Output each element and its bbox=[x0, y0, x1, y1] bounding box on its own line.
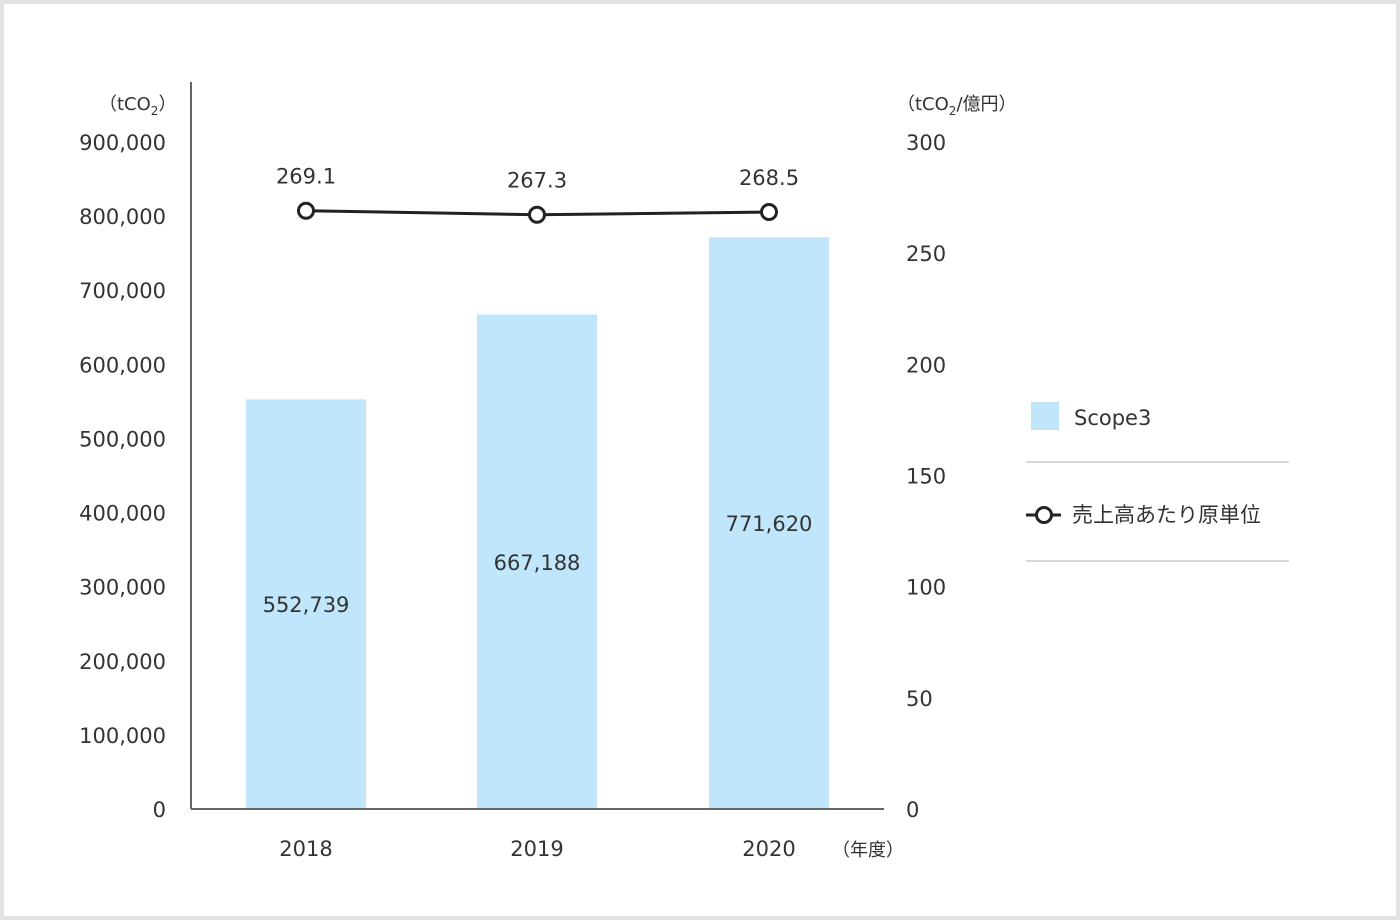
bars-layer: 552,739 667,188 771,620 bbox=[246, 237, 829, 809]
left-axis-ticks: 0 100,000 200,000 300,000 400,000 500,000 600,… bbox=[79, 131, 166, 822]
x-tick-label: 2019 bbox=[510, 837, 563, 861]
left-tick-label: 700,000 bbox=[79, 279, 166, 303]
bar-value-label: 667,188 bbox=[494, 551, 581, 575]
right-tick-label: 200 bbox=[906, 353, 946, 377]
legend-marker-icon bbox=[1035, 506, 1053, 524]
legend: Scope3 売上高あたり原単位 bbox=[1026, 402, 1289, 562]
left-tick-label: 300,000 bbox=[79, 576, 166, 600]
line-value-label: 268.5 bbox=[739, 166, 799, 190]
x-axis-unit: （年度） bbox=[832, 840, 904, 861]
bar bbox=[709, 237, 829, 809]
x-tick-label: 2020 bbox=[742, 837, 795, 861]
line-point bbox=[297, 201, 315, 220]
line-value-label: 267.3 bbox=[507, 169, 567, 193]
line-value-label: 269.1 bbox=[276, 165, 336, 189]
legend-label-scope3: Scope3 bbox=[1074, 406, 1151, 430]
bar bbox=[477, 314, 597, 809]
right-axis-ticks: 0 50 100 150 200 250 300 bbox=[906, 131, 946, 822]
line-point bbox=[760, 203, 778, 222]
left-tick-label: 0 bbox=[153, 798, 166, 822]
axes-layer bbox=[190, 82, 884, 810]
bar-value-label: 552,739 bbox=[263, 593, 350, 617]
x-tick-label: 2018 bbox=[279, 837, 332, 861]
chart-svg: 552,739 667,188 771,620 0 100,000 200,000 300… bbox=[79, 82, 1289, 861]
x-axis-ticks: 2018 2019 2020 bbox=[279, 837, 795, 861]
bar bbox=[246, 399, 366, 809]
left-tick-label: 800,000 bbox=[79, 205, 166, 229]
right-tick-label: 150 bbox=[906, 465, 946, 489]
right-axis-unit: （tCO2/億円） bbox=[897, 94, 1017, 118]
left-tick-label: 600,000 bbox=[79, 353, 166, 377]
right-tick-label: 250 bbox=[906, 242, 946, 266]
legend-label-intensity: 売上高あたり原単位 bbox=[1072, 503, 1261, 527]
line-point bbox=[528, 205, 546, 224]
right-tick-label: 100 bbox=[906, 576, 946, 600]
left-axis-unit: （tCO2） bbox=[99, 94, 176, 118]
left-tick-label: 100,000 bbox=[79, 724, 166, 748]
right-tick-label: 50 bbox=[906, 687, 933, 711]
legend-swatch-scope3 bbox=[1031, 402, 1059, 430]
left-tick-label: 200,000 bbox=[79, 650, 166, 674]
left-tick-label: 900,000 bbox=[79, 131, 166, 155]
bar-value-label: 771,620 bbox=[726, 512, 813, 536]
right-tick-label: 0 bbox=[906, 798, 919, 822]
line-layer: 269.1 267.3 268.5 bbox=[276, 165, 799, 224]
left-tick-label: 500,000 bbox=[79, 427, 166, 451]
right-tick-label: 300 bbox=[906, 131, 946, 155]
left-tick-label: 400,000 bbox=[79, 502, 166, 526]
